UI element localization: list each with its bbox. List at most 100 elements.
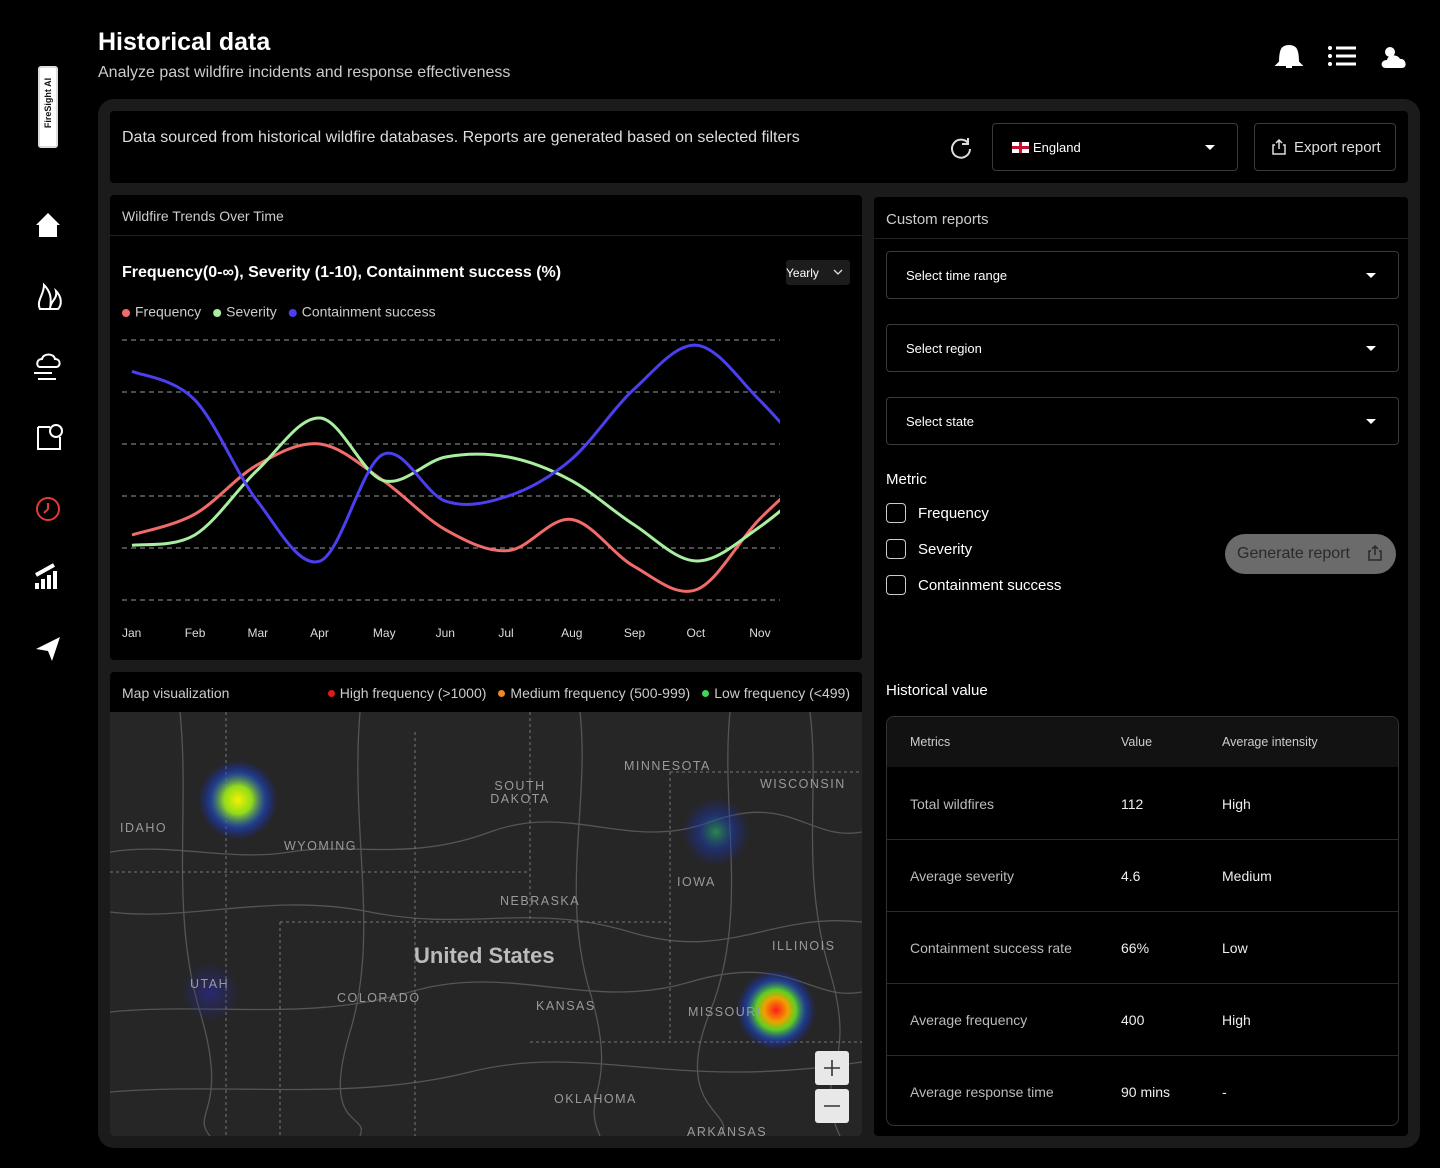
legend-label: Containment success bbox=[302, 304, 436, 320]
legend-dot bbox=[213, 309, 222, 317]
series-line bbox=[131, 442, 780, 593]
heat-spot bbox=[180, 962, 240, 1022]
send-icon[interactable] bbox=[36, 637, 60, 661]
list-dot bbox=[1328, 54, 1332, 58]
heat-spot bbox=[736, 970, 816, 1050]
generate-label: Generate report bbox=[1237, 545, 1350, 562]
x-tick-label: Feb bbox=[185, 626, 206, 640]
export-label: Export report bbox=[1294, 138, 1381, 156]
brand-name: FireSight AI bbox=[43, 77, 53, 129]
legend-label: Severity bbox=[226, 304, 277, 320]
legend-dot bbox=[702, 689, 710, 697]
x-tick-label: Apr bbox=[310, 626, 329, 640]
region-dropdown[interactable]: England bbox=[992, 123, 1238, 171]
map-label: MINNESOTA bbox=[624, 759, 711, 773]
map-panel: Map visualization High frequency (>1000)… bbox=[110, 672, 862, 1136]
weather-cloud bbox=[1381, 55, 1406, 68]
map-icon[interactable] bbox=[37, 426, 61, 450]
divider bbox=[110, 235, 862, 236]
flag-icon bbox=[1012, 141, 1029, 153]
legend-item: Low frequency (<499) bbox=[702, 685, 850, 701]
map-label: WYOMING bbox=[284, 839, 357, 853]
series-line bbox=[131, 343, 780, 564]
table-cell: Total wildfires bbox=[910, 796, 995, 812]
table-header bbox=[887, 717, 1398, 767]
checkbox-label: Frequency bbox=[918, 505, 989, 522]
x-tick-label: Sep bbox=[624, 626, 646, 640]
map-label: KANSAS bbox=[536, 999, 596, 1013]
legend-dot bbox=[288, 309, 297, 317]
custom-reports-panel: Custom reports Metric Generate report Hi… bbox=[874, 197, 1408, 1136]
table-cell: Average frequency bbox=[910, 1012, 1028, 1028]
checkbox-label: Containment success bbox=[918, 577, 1062, 594]
filter-bar: Data sourced from historical wildfire da… bbox=[110, 111, 1408, 183]
table-cell: Average response time bbox=[910, 1084, 1054, 1100]
table-cell: Medium bbox=[1222, 868, 1272, 884]
map-label: IOWA bbox=[677, 875, 716, 889]
weather-sun[interactable] bbox=[1385, 47, 1395, 57]
table-cell: 400 bbox=[1121, 1012, 1145, 1028]
checkbox[interactable] bbox=[886, 575, 906, 595]
period-label: Yearly bbox=[786, 266, 819, 280]
header-icons bbox=[1274, 44, 1406, 68]
table-cell: 90 mins bbox=[1121, 1084, 1171, 1100]
checkbox[interactable] bbox=[886, 503, 906, 523]
generate-button[interactable]: Generate report bbox=[1225, 534, 1396, 574]
region-value: England bbox=[1033, 139, 1081, 155]
legend-dot bbox=[122, 309, 130, 317]
map-label: MISSOURI bbox=[688, 1005, 762, 1019]
x-tick-label: Jul bbox=[498, 626, 513, 640]
fire-icon[interactable] bbox=[37, 282, 62, 310]
panel-title: Custom reports bbox=[886, 211, 989, 228]
table-cell: High bbox=[1222, 796, 1251, 812]
table-cell: - bbox=[1222, 1084, 1227, 1100]
map-legend: High frequency (>1000) Medium frequency (… bbox=[327, 685, 850, 701]
map[interactable]: MINNESOTA SOUTH DAKOTA WISCONSIN IDAHO WYOMI… bbox=[110, 712, 862, 1136]
heat-spot bbox=[682, 798, 750, 866]
analytics-icon[interactable] bbox=[35, 563, 57, 589]
select-dropdown[interactable]: Select region bbox=[886, 324, 1399, 372]
map-label: SOUTH DAKOTA bbox=[490, 779, 550, 806]
brand-logo: FireSight AI bbox=[38, 66, 58, 148]
map-label: IDAHO bbox=[120, 821, 168, 835]
plus-icon bbox=[824, 1060, 840, 1076]
select-dropdown[interactable]: Select time range bbox=[886, 251, 1399, 299]
x-tick-label: Aug bbox=[561, 626, 582, 640]
table-cell: Containment success rate bbox=[910, 940, 1072, 956]
checkbox[interactable] bbox=[886, 539, 906, 559]
period-dropdown[interactable]: Yearly bbox=[786, 260, 850, 285]
trends-panel: Wildfire Trends Over Time Yearly Frequen… bbox=[110, 195, 862, 660]
list-dot bbox=[1328, 46, 1332, 50]
page-subtitle: Analyze past wildfire incidents and resp… bbox=[98, 64, 511, 81]
x-tick-label: Jun bbox=[436, 626, 455, 640]
map-label: NEBRASKA bbox=[500, 894, 581, 908]
export-button[interactable]: Export report bbox=[1254, 123, 1396, 171]
legend-item: High frequency (>1000) bbox=[327, 685, 487, 701]
historical-table: Metrics Value Average intensity Total wildf… bbox=[886, 716, 1399, 1126]
map-label: United States bbox=[414, 943, 555, 968]
select-dropdown[interactable]: Select state bbox=[886, 397, 1399, 445]
row-divider bbox=[887, 983, 1398, 984]
refresh-icon[interactable] bbox=[948, 135, 974, 161]
checkbox-label: Severity bbox=[918, 541, 973, 558]
x-tick-label: Nov bbox=[749, 626, 770, 640]
bell-icon[interactable] bbox=[1274, 44, 1304, 68]
history-icon[interactable] bbox=[36, 497, 60, 521]
map-label: OKLAHOMA bbox=[554, 1092, 637, 1106]
table-cell: Low bbox=[1222, 940, 1248, 956]
historical-title: Historical value bbox=[886, 682, 988, 699]
home-icon[interactable] bbox=[36, 213, 60, 237]
x-tick-label: Mar bbox=[247, 626, 268, 640]
map-label: WISCONSIN bbox=[760, 777, 846, 791]
list-icon[interactable] bbox=[1336, 46, 1356, 66]
weather-icon[interactable] bbox=[34, 353, 61, 380]
row-divider bbox=[887, 911, 1398, 912]
series-line bbox=[131, 416, 780, 563]
line-chart: Frequency(0-∞), Severity (1-10), Contain… bbox=[122, 264, 780, 640]
metric-title: Metric bbox=[886, 471, 927, 488]
legend-label: Frequency bbox=[135, 304, 201, 320]
divider bbox=[874, 238, 1408, 239]
chevron bbox=[833, 269, 843, 275]
legend-label: High frequency (>1000) bbox=[339, 685, 487, 701]
table-cell: 66% bbox=[1121, 940, 1150, 956]
